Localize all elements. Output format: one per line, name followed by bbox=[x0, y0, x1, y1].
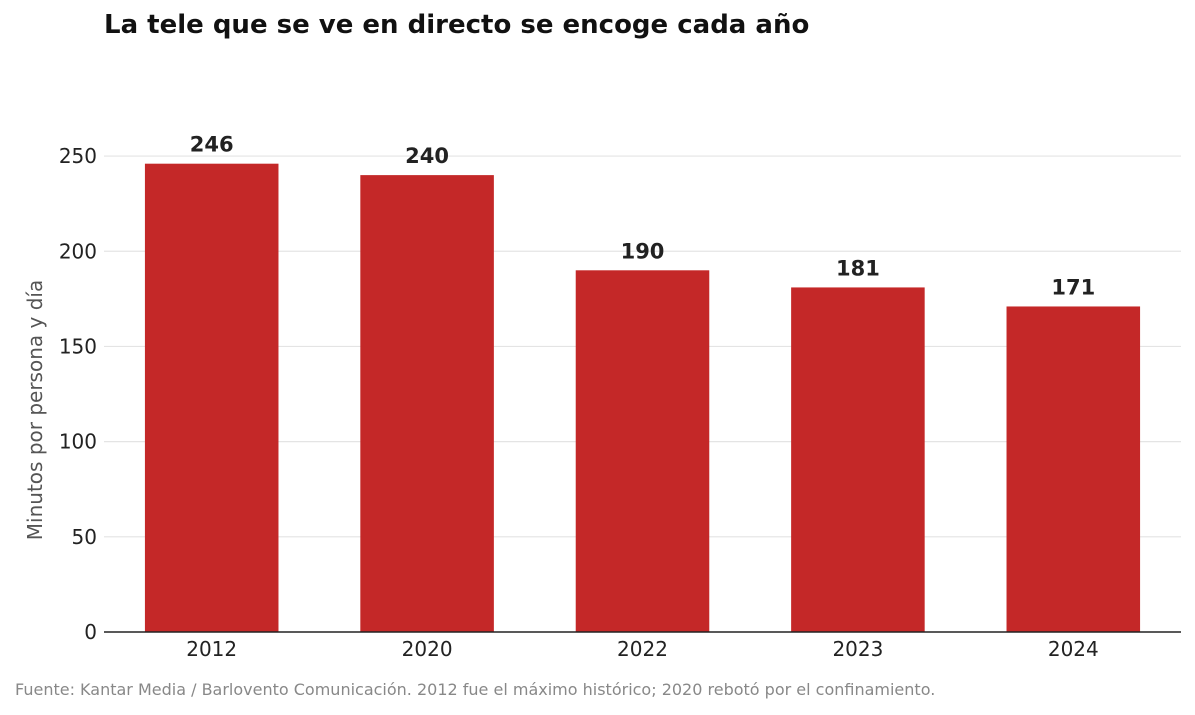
data-label: 171 bbox=[1051, 275, 1095, 299]
source-note: Fuente: Kantar Media / Barlovento Comuni… bbox=[15, 680, 936, 699]
x-tick-label: 2023 bbox=[832, 637, 883, 661]
bar-2024 bbox=[1006, 306, 1141, 632]
chart-title: La tele que se ve en directo se encoge c… bbox=[104, 10, 810, 40]
y-tick-label: 150 bbox=[59, 334, 97, 358]
y-tick-label: 250 bbox=[59, 144, 97, 168]
y-tick-label: 100 bbox=[59, 430, 97, 454]
y-tick-label: 50 bbox=[72, 525, 97, 549]
data-label: 246 bbox=[190, 133, 234, 157]
data-label: 240 bbox=[405, 144, 449, 168]
bar-2023 bbox=[791, 287, 925, 632]
data-labels: 246 240 190 181 171 bbox=[190, 133, 1095, 300]
x-tick-label: 2020 bbox=[402, 637, 453, 661]
axis-ticks: 0 50 100 150 200 250 2012 2020 2022 2023 2024 bbox=[59, 144, 1099, 661]
data-label: 190 bbox=[621, 239, 665, 263]
x-tick-label: 2024 bbox=[1048, 637, 1099, 661]
x-tick-label: 2022 bbox=[617, 637, 668, 661]
y-tick-label: 200 bbox=[59, 239, 97, 263]
y-tick-label: 0 bbox=[84, 620, 97, 644]
y-axis-title: Minutos por persona y día bbox=[23, 280, 47, 540]
bars bbox=[144, 163, 1141, 632]
bar-2012 bbox=[144, 163, 279, 632]
data-label: 181 bbox=[836, 256, 880, 280]
bar-2020 bbox=[360, 175, 494, 632]
bar-2022 bbox=[575, 270, 710, 632]
x-tick-label: 2012 bbox=[186, 637, 237, 661]
